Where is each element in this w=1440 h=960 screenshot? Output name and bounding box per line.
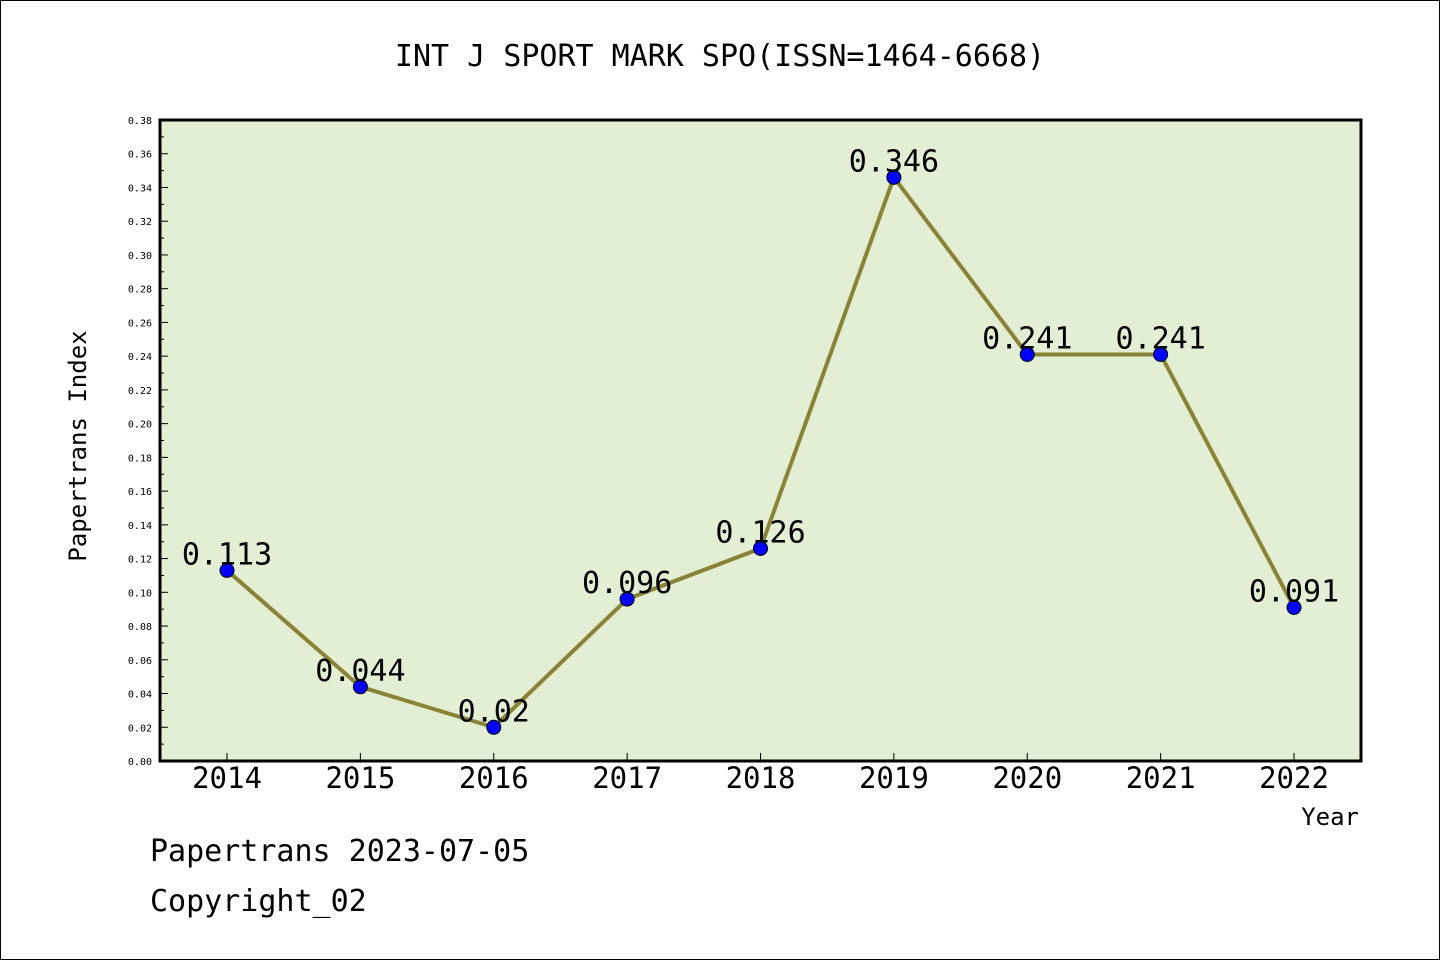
series-group: 0.113 0.044 0.02 0.096 0.126 0.346 0.241 0.241 0… bbox=[182, 144, 1339, 735]
data-point bbox=[352, 679, 368, 695]
plot-area bbox=[158, 118, 1363, 763]
data-point bbox=[219, 562, 235, 578]
y-tick-label: 0.24 bbox=[128, 352, 152, 363]
footer-date-text: Papertrans 2023-07-05 bbox=[150, 834, 530, 869]
y-tick-label: 0.02 bbox=[128, 723, 152, 734]
y-tick-label: 0.22 bbox=[128, 386, 152, 397]
data-label: 0.113 bbox=[182, 537, 272, 572]
y-tick-label: 0.28 bbox=[128, 285, 152, 296]
y-tick-label: 0.26 bbox=[128, 318, 152, 329]
data-point bbox=[1153, 346, 1169, 362]
x-tick-label: 2015 bbox=[325, 761, 395, 795]
x-tick-label: 2021 bbox=[1126, 761, 1196, 795]
y-axis: 0.00 0.02 0.04 0.06 0.08 0.10 0.12 0.14 0.16 0.18… bbox=[128, 116, 168, 768]
y-tick-label: 0.06 bbox=[128, 656, 152, 667]
chart-title: INT J SPORT MARK SPO(ISSN=1464-6668) bbox=[395, 39, 1045, 74]
y-tick-label: 0.36 bbox=[128, 150, 152, 161]
y-axis-label: Papertrans Index bbox=[64, 330, 92, 561]
y-tick-label: 0.18 bbox=[128, 453, 152, 464]
x-tick-label: 2014 bbox=[192, 761, 262, 795]
y-tick-label: 0.30 bbox=[128, 251, 152, 262]
data-label: 0.02 bbox=[458, 694, 530, 729]
data-label: 0.091 bbox=[1249, 574, 1339, 609]
x-axis-label: Year bbox=[1301, 803, 1359, 831]
data-point bbox=[486, 719, 502, 735]
x-tick-label: 2020 bbox=[992, 761, 1062, 795]
x-tick-label: 2017 bbox=[592, 761, 662, 795]
y-tick-label: 0.10 bbox=[128, 588, 152, 599]
y-tick-label: 0.34 bbox=[128, 183, 152, 194]
x-tick-label: 2018 bbox=[726, 761, 796, 795]
data-label: 0.241 bbox=[982, 321, 1072, 356]
data-label: 0.346 bbox=[849, 144, 939, 179]
data-point bbox=[753, 540, 768, 556]
data-point bbox=[1286, 599, 1302, 615]
data-point bbox=[619, 591, 635, 607]
data-label: 0.044 bbox=[315, 654, 405, 689]
data-label: 0.096 bbox=[582, 566, 672, 601]
y-tick-label: 0.14 bbox=[128, 521, 152, 532]
data-label: 0.126 bbox=[715, 515, 805, 550]
x-tick-label: 2016 bbox=[459, 761, 529, 795]
x-axis: 2014 2015 2016 2017 2018 2019 2020 2021 2022 bbox=[192, 753, 1329, 795]
y-tick-label: 0.32 bbox=[128, 217, 152, 228]
y-tick-label: 0.00 bbox=[128, 757, 152, 768]
y-tick-label: 0.38 bbox=[128, 116, 152, 127]
data-point bbox=[886, 169, 902, 185]
x-tick-label: 2022 bbox=[1259, 761, 1329, 795]
y-tick-label: 0.12 bbox=[128, 555, 152, 566]
data-label: 0.241 bbox=[1115, 321, 1205, 356]
y-tick-label: 0.08 bbox=[128, 622, 152, 633]
data-point bbox=[1019, 346, 1035, 362]
x-tick-label: 2019 bbox=[859, 761, 929, 795]
y-tick-label: 0.16 bbox=[128, 487, 152, 498]
y-tick-label: 0.20 bbox=[128, 420, 152, 431]
footer-copyright-text: Copyright_02 bbox=[150, 884, 367, 919]
y-tick-label: 0.04 bbox=[128, 690, 152, 701]
